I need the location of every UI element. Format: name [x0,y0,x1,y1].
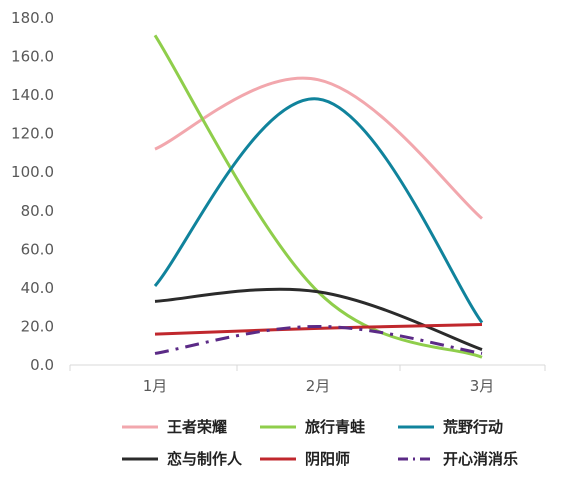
y-axis-ticks: 0.0 20.0 40.0 60.0 80.0 100.0 120.0 140.0 160.0 1… [11,9,54,374]
legend-item: 旅行青蛙 [260,418,365,436]
legend-label: 荒野行动 [443,418,503,436]
y-tick-label: 100.0 [11,163,54,181]
series-line-2 [153,34,483,359]
x-tick-label: 1月 [143,377,168,395]
legend-label: 旅行青蛙 [305,418,365,436]
y-tick-label: 180.0 [11,9,54,27]
legend-label: 王者荣耀 [167,418,227,436]
y-tick-label: 140.0 [11,86,54,104]
y-tick-label: 20.0 [21,317,54,335]
y-tick-label: 0.0 [30,356,54,374]
y-tick-label: 80.0 [21,202,54,220]
legend-item: 恋与制作人 [122,450,243,468]
series-line-1 [154,76,483,220]
y-tick-label: 40.0 [21,279,54,297]
y-tick-label: 160.0 [11,48,54,66]
series-line-4 [154,287,483,351]
series-line-3 [153,97,484,324]
legend-label: 阴阳师 [305,450,350,468]
legend-item: 荒野行动 [398,418,503,436]
legend-label: 开心消消乐 [443,450,518,468]
series-lines [153,34,484,359]
x-tick-label: 3月 [470,377,495,395]
legend-item: 开心消消乐 [398,450,518,468]
legend-label: 恋与制作人 [167,450,243,468]
y-tick-label: 120.0 [11,125,54,143]
x-axis: 1月 2月 3月 [69,364,546,395]
x-tick-label: 2月 [306,377,331,395]
legend-item: 王者荣耀 [122,418,227,436]
y-tick-label: 60.0 [21,240,54,258]
legend-item: 阴阳师 [260,450,350,468]
